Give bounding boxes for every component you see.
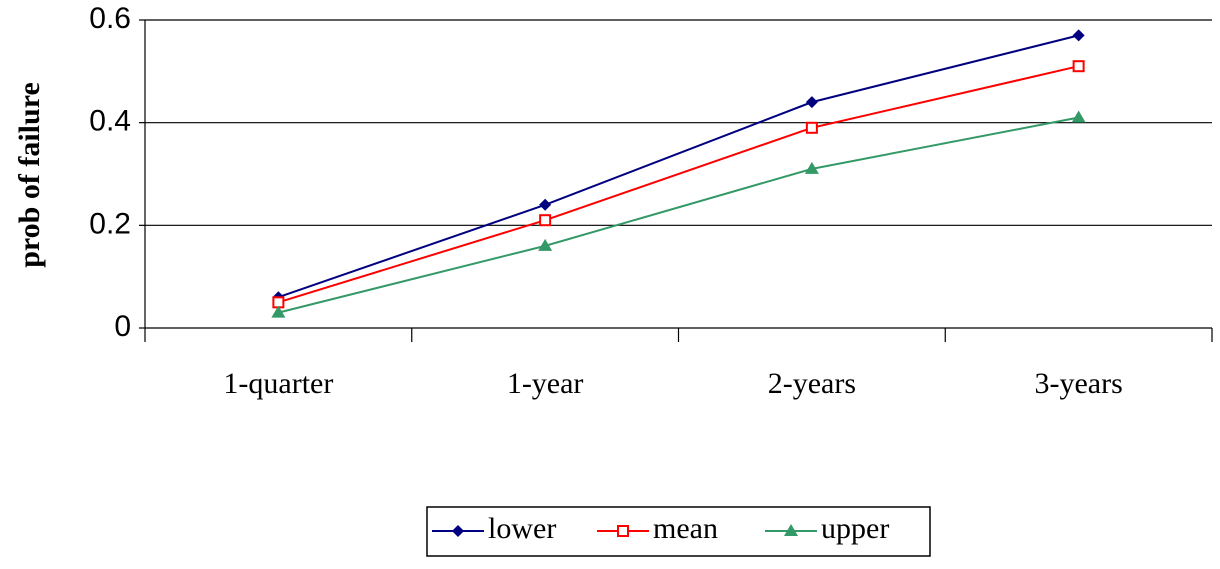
y-tick-label: 0.4 — [89, 105, 131, 138]
data-point — [271, 305, 286, 318]
x-tick-label: 2-years — [768, 367, 856, 400]
y-tick-label: 0.6 — [89, 2, 131, 35]
data-point — [1072, 60, 1085, 73]
y-axis-title: prob of failure — [13, 82, 46, 268]
series-line — [278, 34, 1079, 299]
data-point — [1072, 29, 1085, 42]
data-point — [805, 121, 818, 134]
data-point — [538, 238, 553, 251]
legend-box — [426, 506, 931, 557]
x-tick-label: 1-year — [507, 367, 584, 400]
x-tick-label: 3-years — [1034, 367, 1122, 400]
legend-label: upper — [821, 512, 889, 545]
legend-label: lower — [488, 512, 556, 545]
data-point — [539, 214, 552, 227]
data-point — [539, 198, 552, 211]
series-line — [278, 65, 1079, 304]
legend-marker — [617, 525, 629, 537]
legend-marker — [784, 524, 798, 536]
data-point — [804, 161, 819, 174]
legend-marker — [452, 525, 464, 537]
legend-label: mean — [653, 512, 718, 545]
x-tick-label: 1-quarter — [223, 367, 333, 400]
series-line — [278, 116, 1079, 314]
data-point — [1071, 110, 1086, 123]
data-point — [805, 96, 818, 109]
y-tick-label: 0.2 — [89, 207, 131, 240]
y-tick-label: 0 — [114, 310, 131, 343]
